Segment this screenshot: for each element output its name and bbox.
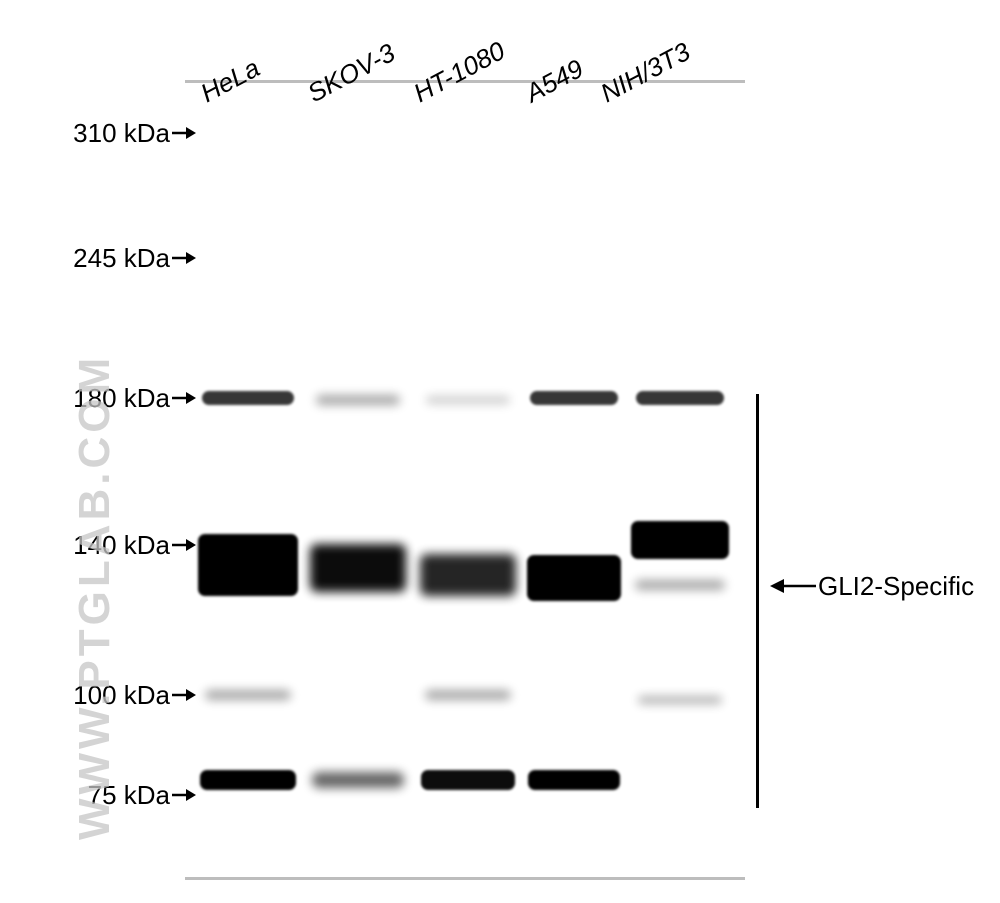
target-arrow-icon	[770, 576, 816, 596]
protein-band	[420, 554, 516, 596]
arrow-right-icon	[172, 125, 196, 141]
protein-band	[198, 534, 298, 596]
mw-label: 245 kDa	[30, 243, 170, 274]
protein-band	[421, 770, 515, 790]
protein-band	[530, 391, 618, 405]
blot-membrane	[185, 80, 745, 880]
mw-label: 140 kDa	[30, 530, 170, 561]
lane-bracket	[756, 394, 759, 808]
protein-band	[426, 396, 510, 404]
protein-band	[638, 696, 722, 704]
protein-band	[636, 391, 724, 405]
protein-band	[425, 690, 511, 700]
target-label: GLI2-Specific	[818, 571, 974, 602]
arrow-right-icon	[172, 687, 196, 703]
protein-band	[205, 690, 291, 700]
arrow-right-icon	[172, 787, 196, 803]
protein-band	[310, 544, 406, 592]
mw-label: 180 kDa	[30, 383, 170, 414]
arrow-right-icon	[172, 537, 196, 553]
watermark-text: WWW.PTGLAB.COM	[70, 354, 120, 840]
protein-band	[635, 580, 725, 590]
arrow-right-icon	[172, 390, 196, 406]
protein-band	[527, 555, 621, 601]
protein-band	[312, 772, 404, 788]
protein-band	[631, 521, 729, 559]
western-blot-figure: HeLaSKOV-3HT-1080A549NIH/3T3 310 kDa245 …	[30, 20, 970, 880]
mw-label: 100 kDa	[30, 680, 170, 711]
protein-band	[200, 770, 296, 790]
arrow-right-icon	[172, 250, 196, 266]
protein-band	[202, 391, 294, 405]
protein-band	[316, 395, 400, 405]
mw-label: 310 kDa	[30, 118, 170, 149]
protein-band	[528, 770, 620, 790]
mw-label: 75 kDa	[30, 780, 170, 811]
